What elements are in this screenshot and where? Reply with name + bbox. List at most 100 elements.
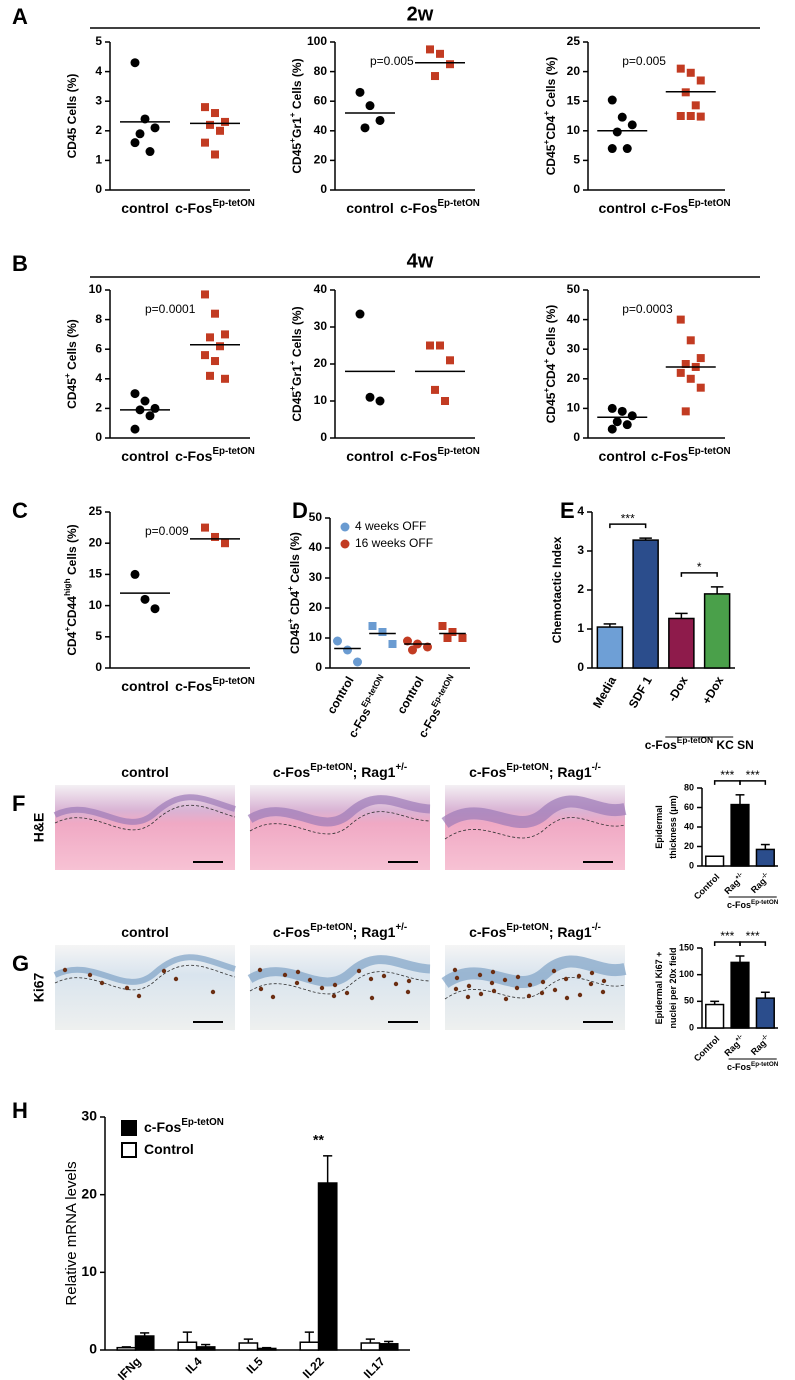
data-point xyxy=(607,424,617,434)
y-tick-label: 0 xyxy=(577,660,584,674)
superscript: + xyxy=(285,586,295,591)
y-tick-label: 50 xyxy=(567,282,581,296)
superscript: Ep-tetON xyxy=(310,922,352,933)
p-value: p=0.0003 xyxy=(622,302,673,316)
column-header: c-FosEp-tetON; Rag1+/- xyxy=(273,922,407,940)
data-point xyxy=(201,290,209,299)
micrograph xyxy=(250,785,430,870)
y-tick-label: 30 xyxy=(567,341,581,355)
stained-nucleus xyxy=(465,994,471,1000)
superscript: Ep-tetON xyxy=(181,1117,223,1128)
stained-nucleus xyxy=(588,981,594,987)
superscript: + xyxy=(541,388,551,393)
data-point xyxy=(343,645,352,655)
epidermis xyxy=(247,955,431,987)
superscript: Ep-tetON xyxy=(429,673,456,709)
x-tick-label: c-FosEp-tetON xyxy=(175,198,255,216)
data-point xyxy=(426,341,434,350)
y-axis-label: Epidermal xyxy=(654,805,664,849)
stained-nucleus xyxy=(87,972,93,978)
text-run: ; Rag1 xyxy=(353,924,396,940)
text-run: c-Fos xyxy=(469,924,507,940)
data-point xyxy=(221,374,229,383)
data-point xyxy=(135,129,145,139)
stained-nucleus xyxy=(563,976,569,982)
x-tick-label: control xyxy=(346,200,393,216)
stained-nucleus xyxy=(136,993,142,999)
stained-nucleus xyxy=(552,987,558,993)
epidermis xyxy=(247,795,431,827)
text-run: Cells (%) xyxy=(290,58,304,112)
x-tick-label: Media xyxy=(590,674,619,711)
row-header: 4w xyxy=(407,250,434,272)
micrograph xyxy=(250,945,430,1030)
legend-marker xyxy=(340,539,350,549)
text-run: IL5 xyxy=(244,1354,266,1376)
text-run: ; Rag1 xyxy=(353,764,396,780)
significance-label: *** xyxy=(746,929,760,943)
data-point xyxy=(612,127,622,137)
stained-nucleus xyxy=(173,976,179,982)
y-tick-label: 0 xyxy=(573,430,580,444)
data-point xyxy=(201,103,209,112)
x-tick-label: c-FosEp-tetON xyxy=(400,198,480,216)
stained-nucleus xyxy=(62,967,68,973)
data-point xyxy=(696,112,705,121)
y-tick-label: 0 xyxy=(95,660,102,674)
stained-nucleus xyxy=(577,992,583,998)
bar xyxy=(632,539,659,669)
text-run: Chemotactic Index xyxy=(550,536,564,643)
stained-nucleus xyxy=(600,989,606,995)
data-point xyxy=(696,354,705,363)
y-tick-label: 4 xyxy=(95,64,102,78)
bar xyxy=(668,617,695,669)
y-tick-label: 30 xyxy=(309,570,323,584)
text-run: c-Fos xyxy=(175,678,213,694)
data-point xyxy=(622,144,632,154)
bar xyxy=(705,1003,725,1029)
text-run: Cells (%) xyxy=(288,532,302,586)
p-value: p=0.005 xyxy=(370,54,414,68)
bar xyxy=(299,1341,320,1351)
stained-nucleus xyxy=(526,993,532,999)
x-tick-label: c-FosEp-tetON xyxy=(400,446,480,464)
significance-label: * xyxy=(697,560,702,574)
panel-label: B xyxy=(12,251,28,276)
superscript: + xyxy=(541,359,551,364)
bar xyxy=(317,1182,338,1351)
y-tick-label: 0 xyxy=(320,182,327,196)
stained-nucleus xyxy=(453,986,459,992)
stained-nucleus xyxy=(491,988,497,994)
data-point xyxy=(216,126,224,135)
stained-nucleus xyxy=(270,994,276,1000)
basement-membrane xyxy=(444,977,626,1000)
y-tick-label: 60 xyxy=(314,93,328,107)
text-run: IL4 xyxy=(183,1354,205,1376)
stained-nucleus xyxy=(540,979,546,985)
legend-label: Control xyxy=(144,1141,194,1157)
panel-label: F xyxy=(12,791,25,816)
superscript: Ep-tetON xyxy=(437,198,479,209)
superscript: Ep-tetON xyxy=(506,922,548,933)
data-point xyxy=(378,628,387,636)
micrograph xyxy=(445,945,625,1030)
stained-nucleus xyxy=(295,969,301,975)
x-tick-label: Control xyxy=(692,872,722,902)
superscript: -/- xyxy=(592,762,601,773)
significance-label: *** xyxy=(746,768,760,782)
superscript: Ep-tetON xyxy=(751,899,779,906)
y-tick-label: 30 xyxy=(314,319,328,333)
stained-nucleus xyxy=(477,972,483,978)
data-point xyxy=(627,120,637,130)
bar xyxy=(705,855,725,867)
stained-nucleus xyxy=(527,982,533,988)
data-point xyxy=(686,68,695,77)
y-axis-label: CD45 Cells (%) xyxy=(65,74,79,159)
panel-label: G xyxy=(12,951,29,976)
data-point xyxy=(607,144,617,154)
data-point xyxy=(150,403,160,413)
data-point xyxy=(211,150,219,159)
row-label: H&E xyxy=(31,813,47,843)
text-run: Gr1 xyxy=(290,365,304,386)
y-tick-label: 2 xyxy=(95,123,102,137)
